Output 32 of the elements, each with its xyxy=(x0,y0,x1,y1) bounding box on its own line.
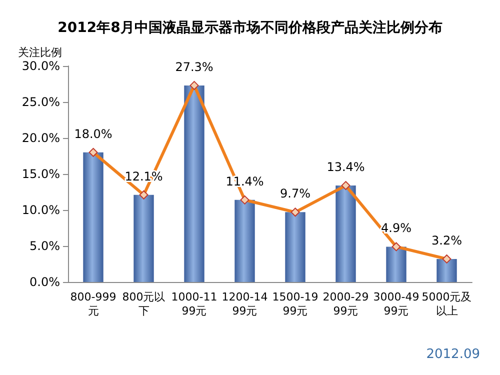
bar xyxy=(336,186,356,282)
y-tick-label: 0.0% xyxy=(30,275,60,289)
data-label: 3.2% xyxy=(432,233,462,248)
y-tick-label: 30.0% xyxy=(22,59,60,73)
bar xyxy=(386,246,406,282)
bar xyxy=(184,85,204,282)
y-tick-label: 20.0% xyxy=(22,131,60,145)
x-tick-label: 800-999元 xyxy=(70,290,116,318)
x-tick-label: 800元以下 xyxy=(122,290,166,318)
bar xyxy=(234,200,255,282)
data-label: 13.4% xyxy=(326,160,365,174)
x-tick-label: 1200-1499元 xyxy=(222,290,268,318)
x-tick-label: 3000-4999元 xyxy=(373,290,420,318)
x-tick-label: 1000-1199元 xyxy=(171,290,218,318)
x-tick-label: 1500-1999元 xyxy=(272,290,318,318)
x-tick-label: 5000元及以上 xyxy=(422,290,472,318)
y-tick-label: 10.0% xyxy=(22,203,60,217)
bar xyxy=(436,258,457,282)
bar xyxy=(83,152,104,282)
text: 2012.09 xyxy=(426,347,480,362)
y-tick-label: 25.0% xyxy=(22,95,60,109)
data-label: 9.7% xyxy=(280,186,310,201)
x-tick-label: 2000-2999元 xyxy=(322,290,369,318)
data-label: 27.3% xyxy=(175,60,214,74)
data-label: 4.9% xyxy=(381,221,412,236)
chart-title: 2012年8月中国液晶显示器市场不同价格段产品关注比例分布 xyxy=(58,19,442,36)
y-tick-label: 15.0% xyxy=(22,167,60,181)
bar xyxy=(285,212,306,282)
bar xyxy=(134,194,154,282)
y-tick-label: 5.0% xyxy=(30,239,60,253)
data-label: 18.0% xyxy=(74,126,112,141)
y-axis-title: 关注比例 xyxy=(18,46,62,59)
